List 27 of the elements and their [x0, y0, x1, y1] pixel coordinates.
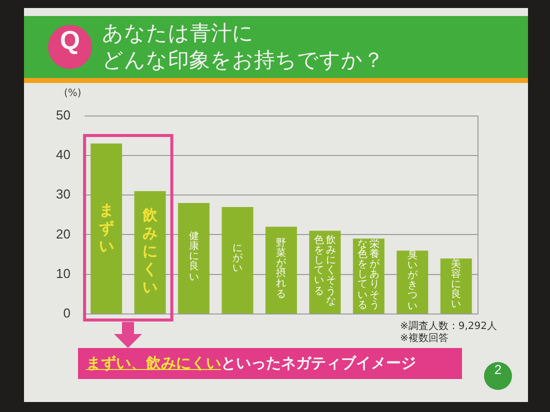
y-tick-label: 0	[63, 306, 70, 321]
bar	[90, 144, 122, 314]
category-label: 栄養がありそうな色をしている	[358, 238, 380, 311]
x-tick-label: 飲みにくい	[142, 206, 158, 298]
text: といったネガティブイメージ	[221, 354, 416, 372]
y-tick-label: 40	[56, 147, 70, 162]
x-tick-label: 美容に良い	[451, 258, 462, 312]
bar	[178, 203, 210, 314]
x-tick-label: にがい	[232, 242, 242, 276]
bar	[265, 226, 297, 314]
bar	[134, 191, 166, 314]
x-tick-label: まずい	[98, 200, 114, 257]
text: ※複数回答	[400, 333, 450, 345]
chart-title: あなたは青汁にどんな印象をお持ちですか？	[102, 20, 384, 74]
text: まずい、飲みにくい	[86, 354, 221, 372]
bar	[222, 206, 254, 314]
y-tick-label: 20	[56, 226, 70, 242]
y-tick-label: 10	[56, 266, 70, 281]
y-axis-title: (%)	[64, 88, 82, 99]
x-tick-label: 臭いがきつい	[407, 250, 418, 314]
y-tick-label: 30	[56, 186, 70, 202]
y-tick-label: 50	[56, 107, 70, 122]
text: ※調査人数：9,292人	[400, 321, 498, 332]
bar	[396, 250, 428, 314]
x-tick-label: 健康に良い	[188, 230, 199, 285]
category-label: 飲みにくそうな色をしている	[314, 234, 336, 307]
x-tick-label: 野菜が摂れる	[276, 238, 286, 302]
